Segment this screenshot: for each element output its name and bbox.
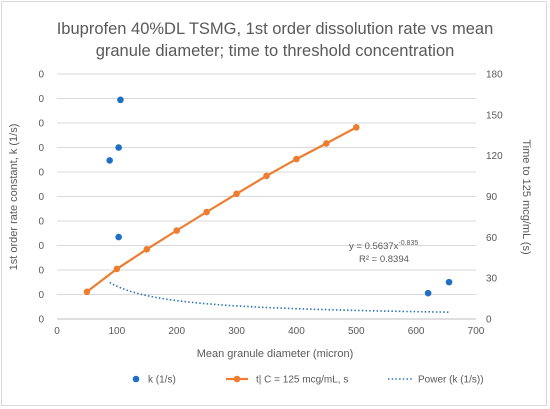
x-tick-label: 500 <box>348 326 365 337</box>
x-tick-label: 100 <box>109 326 126 337</box>
trendline-equation: y = 0.5637x-0.835 R² = 0.8394 <box>349 240 418 265</box>
svg-text:y = 0.5637x-0.835: y = 0.5637x-0.835 <box>349 240 418 252</box>
data-point-time <box>352 124 360 131</box>
data-point-time <box>143 246 151 253</box>
y-right-tick-label: 90 <box>486 192 498 203</box>
data-point-k <box>115 233 122 241</box>
x-tick-label: 700 <box>468 326 485 337</box>
trendline-equation-text: y = 0.5637x <box>349 241 399 252</box>
x-tick-label: 200 <box>168 326 185 337</box>
trendline-power <box>109 281 450 313</box>
data-point-k <box>445 278 453 286</box>
y-axis-left-title: 1st order rate constant, k (1/s) <box>8 124 20 271</box>
y-left-tick-label: 0 <box>38 119 44 130</box>
x-tick-label: 600 <box>408 326 425 337</box>
y-right-tick-label: 150 <box>486 110 503 121</box>
x-axis-title: Mean granule diameter (micron) <box>197 348 354 360</box>
x-tick-label: 300 <box>228 326 245 337</box>
y-right-tick-label: 30 <box>486 274 498 285</box>
data-point-time <box>113 265 121 273</box>
y-axis-right-title: Time to 125 mcg/mL (s) <box>520 139 532 254</box>
y-left-tick-label: 0 <box>38 241 44 252</box>
legend-label: k (1/s) <box>148 375 176 386</box>
trendline-r2: R² = 0.8394 <box>359 254 409 265</box>
y-left-tick-label: 0 <box>38 70 44 81</box>
y-left-tick-label: 0 <box>38 217 44 228</box>
data-point-time <box>173 227 181 234</box>
x-tick-label: 0 <box>54 326 60 337</box>
y-right-tick-label: 120 <box>486 151 503 162</box>
data-point-k <box>424 289 432 297</box>
chart-title-line-2: granule diameter; time to threshold conc… <box>96 42 455 60</box>
data-point-time <box>233 190 240 198</box>
y-right-tick-label: 180 <box>486 70 503 81</box>
y-right-tick-label: 60 <box>486 233 498 244</box>
data-point-time <box>83 288 91 296</box>
legend: k (1/s) t| C = 125 mcg/mL, s Power (k (1/s… <box>132 375 484 386</box>
data-point-time <box>323 140 330 147</box>
y-left-tick-label: 0 <box>38 315 44 326</box>
x-tick-label: 400 <box>288 326 305 337</box>
y-left-tick-label: 0 <box>38 168 44 179</box>
legend-marker-time <box>233 375 241 383</box>
legend-label: t| C = 125 mcg/mL, s <box>256 375 348 386</box>
legend-label: Power (k (1/s)) <box>418 375 484 386</box>
y-left-tick-label: 0 <box>38 94 44 105</box>
data-point-time <box>203 208 210 216</box>
y-left-tick-label: 0 <box>38 266 44 277</box>
data-point-time <box>293 155 300 163</box>
y-right-tick-label: 0 <box>486 315 492 326</box>
y-left-tick-label: 0 <box>38 290 44 301</box>
trendline-exponent: -0.835 <box>398 240 418 247</box>
data-point-k <box>117 96 124 104</box>
legend-marker-k <box>132 375 140 383</box>
data-point-time <box>263 172 270 180</box>
data-point-k <box>106 157 113 164</box>
series-line-time <box>86 126 357 293</box>
y-left-tick-label: 0 <box>38 192 44 203</box>
y-left-tick-label: 0 <box>38 143 44 154</box>
chart-title-line-1: Ibuprofen 40%DL TSMG, 1st order dissolut… <box>57 20 494 38</box>
data-point-k <box>115 144 122 151</box>
